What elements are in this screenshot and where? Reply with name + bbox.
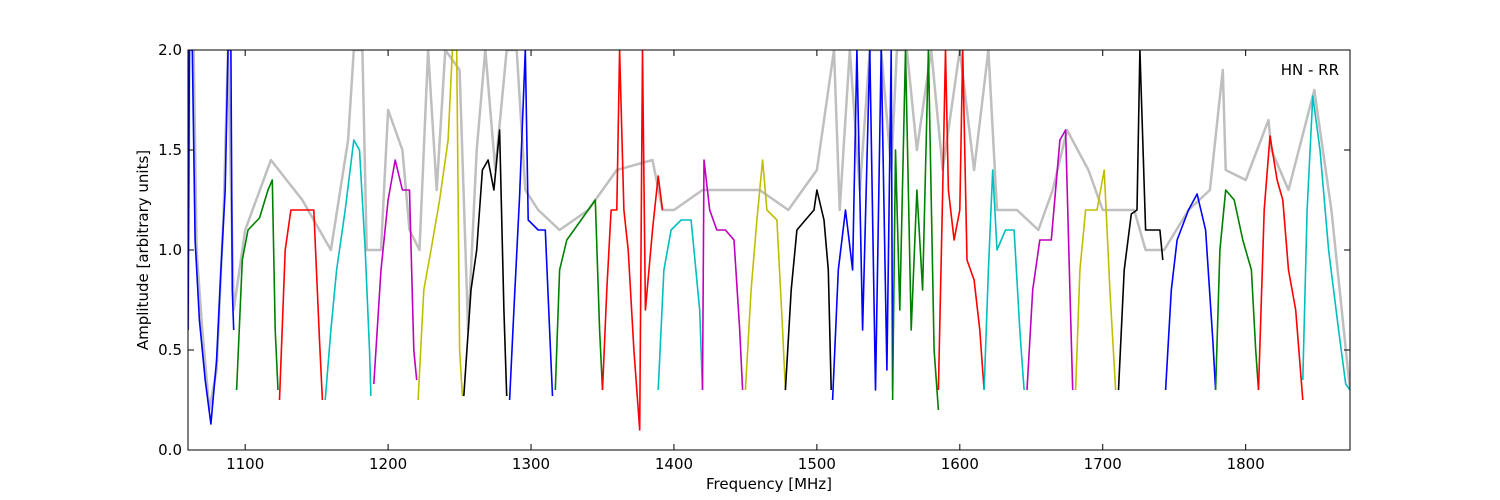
x-axis-label: Frequency [MHz] [706, 475, 832, 493]
band-series-layer [188, 50, 1350, 431]
band-series-line-1 [188, 50, 235, 425]
background-spectrum-line [188, 50, 1350, 412]
y-tick-label: 2.0 [158, 41, 182, 59]
band-series-line-3 [278, 209, 324, 401]
x-tick-label: 1300 [512, 455, 550, 473]
y-tick-label: 1.0 [158, 241, 182, 259]
background-spectrum-layer [188, 50, 1350, 412]
x-tick-label: 1100 [226, 455, 264, 473]
x-tick-label: 1800 [1227, 455, 1265, 473]
band-series-line-20 [1074, 169, 1117, 391]
band-series-line-2 [235, 179, 279, 391]
band-series-line-19 [1026, 129, 1074, 391]
x-tick-label: 1500 [798, 455, 836, 473]
band-series-line-4 [324, 139, 372, 401]
band-series-line-6 [417, 50, 464, 401]
band-series-line-17 [937, 50, 985, 391]
band-series-line-25 [1302, 95, 1350, 391]
y-tick-label: 0.5 [158, 341, 182, 359]
band-series-line-11 [657, 219, 704, 391]
band-series-line-15 [831, 50, 894, 401]
x-tick-label: 1400 [655, 455, 693, 473]
band-series-line-14 [784, 189, 832, 391]
x-tick-label: 1200 [369, 455, 407, 473]
band-series-line-22 [1164, 193, 1217, 391]
band-series-line-12 [701, 159, 744, 391]
y-axis-label: Amplitude [arbitrary units] [134, 150, 152, 350]
y-axis-ticks: 0.0 0.5 1.0 1.5 2.0 [158, 41, 1350, 459]
band-series-line-21 [1117, 50, 1164, 391]
y-tick-label: 0.0 [158, 441, 182, 459]
band-series-line-23 [1214, 189, 1260, 391]
x-axis-ticks: 1100 1200 1300 1400 1500 1600 1700 1800 [226, 50, 1265, 473]
x-tick-label: 1600 [941, 455, 979, 473]
y-tick-label: 1.5 [158, 141, 182, 159]
band-series-line-7 [463, 129, 508, 397]
x-tick-label: 1700 [1084, 455, 1122, 473]
band-series-line-16 [891, 50, 940, 411]
band-series-line-24 [1257, 135, 1304, 401]
band-series-line-9 [554, 199, 604, 391]
band-series-line-5 [373, 159, 418, 385]
band-series-line-8 [508, 50, 554, 401]
chart-annotation: HN - RR [1281, 61, 1339, 79]
band-series-line-18 [983, 169, 1025, 391]
band-series-line-13 [744, 159, 787, 391]
band-series-line-10 [601, 50, 664, 431]
